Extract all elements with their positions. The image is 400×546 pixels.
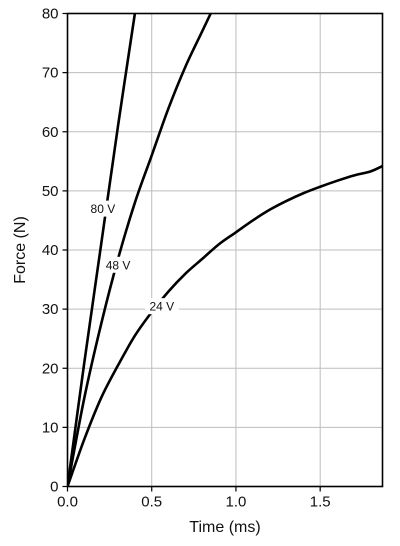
y-tick-label-7: 70 bbox=[42, 65, 59, 82]
x-tick-label-3: 1.5 bbox=[310, 494, 331, 511]
x-tick-label-0: 0.0 bbox=[57, 494, 78, 511]
series-line-24v bbox=[67, 164, 383, 487]
series-label-bg-80v bbox=[85, 200, 120, 217]
series-line-48v bbox=[67, 13, 212, 487]
y-axis-label: Force (N) bbox=[12, 216, 29, 284]
y-tick-label-0: 0 bbox=[50, 479, 58, 496]
y-tick-label-8: 80 bbox=[42, 6, 59, 23]
x-axis-label: Time (ms) bbox=[189, 519, 260, 536]
series-label-80v: 80 V bbox=[91, 202, 116, 216]
series-label-layer: 80 V 48 V 24 V bbox=[85, 200, 179, 315]
series-label-24v: 24 V bbox=[149, 300, 174, 314]
series-line-80v bbox=[67, 13, 137, 487]
y-tick-label-4: 40 bbox=[42, 242, 59, 259]
tick-layer: 0.0 0.5 1.0 1.5 0 10 20 30 40 50 60 70 80 bbox=[42, 6, 331, 511]
series-label-bg-24v bbox=[144, 298, 179, 315]
x-tick-label-1: 0.5 bbox=[141, 494, 162, 511]
y-tick-label-3: 30 bbox=[42, 301, 59, 318]
y-tick-label-1: 10 bbox=[42, 419, 59, 436]
y-tick-label-6: 60 bbox=[42, 124, 59, 141]
series-layer bbox=[67, 13, 383, 487]
series-label-bg-48v bbox=[101, 256, 136, 273]
x-tick-label-2: 1.0 bbox=[226, 494, 247, 511]
y-tick-label-5: 50 bbox=[42, 183, 59, 200]
series-label-48v: 48 V bbox=[106, 258, 131, 272]
y-tick-label-2: 20 bbox=[42, 360, 59, 377]
